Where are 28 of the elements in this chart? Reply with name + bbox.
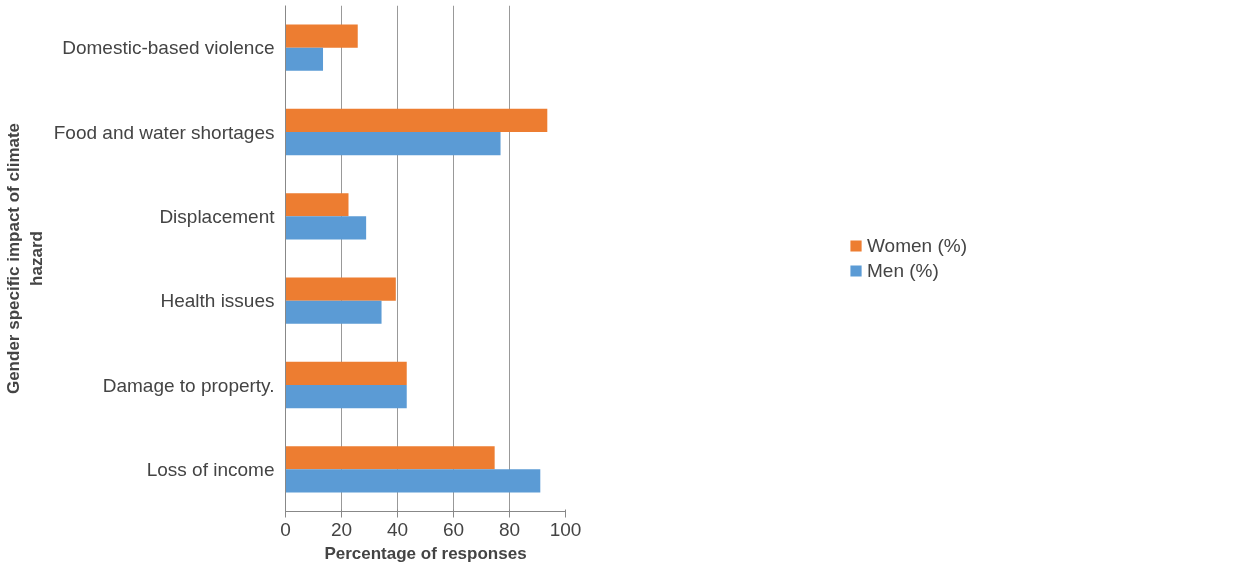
legend-label: Men (%) xyxy=(867,259,939,282)
x-tick-label: 100 xyxy=(549,518,582,540)
bar xyxy=(285,108,548,132)
legend-label: Women (%) xyxy=(867,234,967,257)
x-axis-title: Percentage of responses xyxy=(324,543,527,563)
y-axis-title: Gender specific impact of climate hazard xyxy=(3,122,46,395)
x-tick-label: 40 xyxy=(386,518,409,540)
y-tick-label: Domestic-based violence xyxy=(62,37,275,59)
bar xyxy=(285,361,407,385)
bar xyxy=(285,193,349,217)
y-tick-label: Damage to property. xyxy=(102,374,275,396)
bar xyxy=(285,24,358,48)
bar xyxy=(285,300,382,324)
y-tick-label: Food and water shortages xyxy=(53,121,275,143)
x-tick-label: 80 xyxy=(498,518,521,540)
bar xyxy=(285,216,367,240)
bar xyxy=(285,277,396,301)
bar xyxy=(285,47,324,71)
x-tick-label: 20 xyxy=(330,518,353,540)
bar xyxy=(285,385,407,409)
bar xyxy=(285,446,495,470)
bar xyxy=(285,469,541,493)
x-tick-label: 0 xyxy=(280,518,291,540)
y-tick-label: Displacement xyxy=(159,205,276,227)
y-tick-label: Health issues xyxy=(160,290,275,312)
bar xyxy=(285,132,501,156)
y-tick-label: Loss of income xyxy=(146,458,275,480)
x-tick-label: 60 xyxy=(442,518,465,540)
